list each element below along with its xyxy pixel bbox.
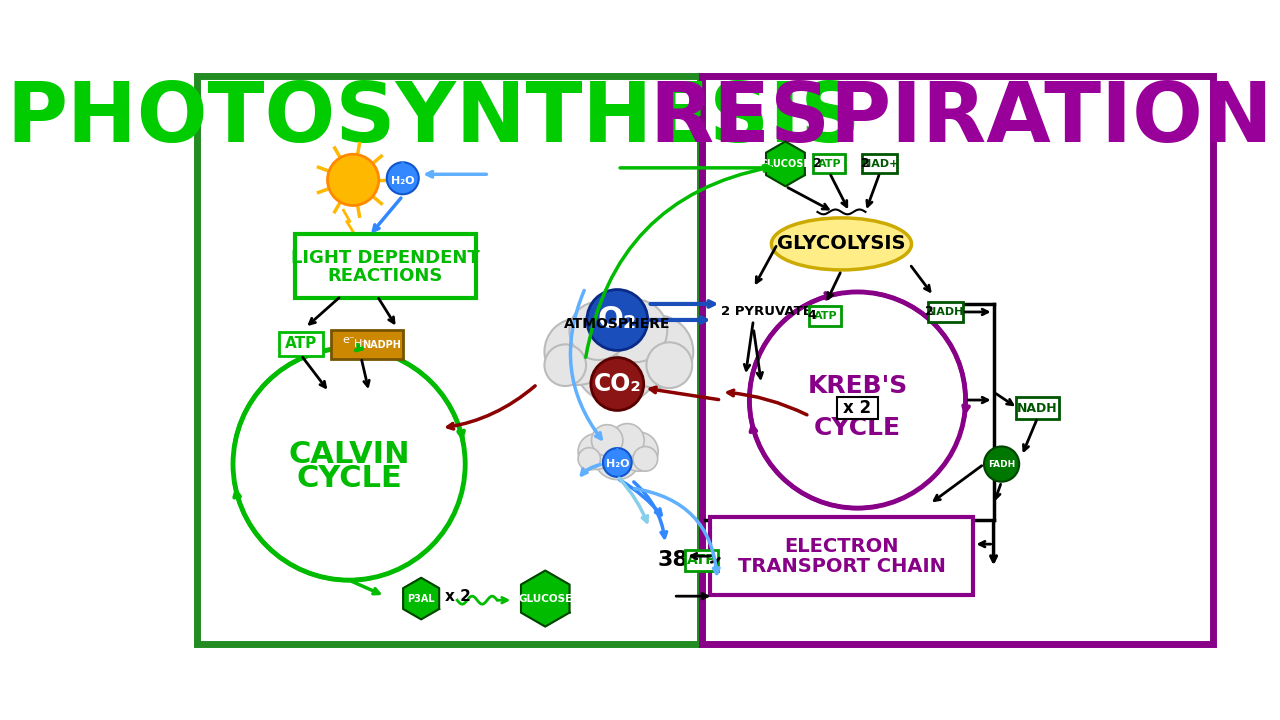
FancyBboxPatch shape — [685, 550, 718, 570]
Circle shape — [586, 289, 648, 351]
FancyBboxPatch shape — [928, 302, 963, 322]
FancyBboxPatch shape — [332, 330, 403, 359]
Circle shape — [591, 425, 623, 456]
Text: PHOTOSYNTHESIS: PHOTOSYNTHESIS — [6, 78, 860, 158]
Polygon shape — [765, 141, 805, 186]
Ellipse shape — [772, 218, 911, 270]
FancyBboxPatch shape — [813, 154, 846, 174]
Text: H⁺: H⁺ — [355, 339, 369, 349]
Circle shape — [646, 342, 692, 388]
Text: 38: 38 — [658, 550, 689, 570]
Text: CYCLE: CYCLE — [296, 464, 402, 493]
Text: NADH: NADH — [1018, 402, 1057, 415]
Text: FADH: FADH — [988, 459, 1015, 469]
FancyBboxPatch shape — [710, 517, 973, 595]
Circle shape — [620, 432, 658, 471]
Circle shape — [573, 316, 660, 404]
Text: NADPH: NADPH — [362, 340, 401, 350]
Circle shape — [579, 448, 600, 470]
Circle shape — [544, 318, 611, 385]
Text: H₂O: H₂O — [605, 459, 628, 469]
Circle shape — [611, 423, 644, 457]
Text: P3AL: P3AL — [407, 593, 435, 603]
Circle shape — [591, 358, 644, 410]
Text: GLUCOSE: GLUCOSE — [760, 159, 812, 169]
Text: 2: 2 — [925, 305, 934, 318]
Circle shape — [634, 446, 658, 471]
FancyBboxPatch shape — [863, 154, 897, 174]
Polygon shape — [521, 570, 570, 626]
Text: x 2: x 2 — [844, 399, 872, 417]
FancyBboxPatch shape — [294, 233, 476, 298]
Circle shape — [387, 162, 419, 194]
FancyBboxPatch shape — [279, 332, 323, 356]
FancyBboxPatch shape — [809, 307, 841, 325]
Polygon shape — [394, 161, 411, 179]
Circle shape — [603, 448, 632, 477]
Circle shape — [233, 348, 465, 580]
Text: GLYCOLYSIS: GLYCOLYSIS — [777, 235, 906, 253]
Text: GLUCOSE: GLUCOSE — [518, 593, 572, 603]
Circle shape — [749, 292, 965, 508]
Text: REACTIONS: REACTIONS — [328, 266, 443, 284]
Polygon shape — [403, 577, 439, 619]
Text: ATMOSPHERE: ATMOSPHERE — [564, 317, 671, 331]
Circle shape — [621, 315, 694, 388]
Bar — [703, 76, 1213, 644]
Text: 4: 4 — [808, 310, 817, 323]
FancyBboxPatch shape — [837, 397, 878, 419]
Circle shape — [544, 344, 586, 386]
Text: CO₂: CO₂ — [594, 372, 641, 396]
Polygon shape — [611, 448, 625, 462]
Text: H₂O: H₂O — [390, 176, 415, 186]
FancyBboxPatch shape — [1016, 397, 1060, 419]
Text: CYCLE: CYCLE — [814, 416, 901, 440]
Text: RESPIRATION: RESPIRATION — [650, 78, 1274, 158]
Circle shape — [984, 446, 1019, 482]
Text: 2 PYRUVATE: 2 PYRUVATE — [722, 305, 813, 318]
Circle shape — [579, 433, 614, 469]
Circle shape — [594, 433, 641, 480]
Text: TRANSPORT CHAIN: TRANSPORT CHAIN — [737, 557, 946, 576]
Text: 2: 2 — [813, 158, 822, 171]
Text: 2: 2 — [861, 158, 870, 171]
Text: CALVIN: CALVIN — [288, 440, 410, 469]
Text: e⁻: e⁻ — [343, 335, 356, 345]
Text: ELECTRON: ELECTRON — [785, 537, 899, 556]
Text: ATP: ATP — [686, 553, 716, 567]
Text: ATP: ATP — [285, 336, 317, 351]
Text: NADH: NADH — [927, 307, 964, 317]
Text: ATP: ATP — [814, 311, 837, 321]
Bar — [197, 76, 700, 644]
Circle shape — [570, 302, 627, 360]
Circle shape — [605, 300, 667, 362]
Circle shape — [328, 154, 379, 205]
Text: LIGHT DEPENDENT: LIGHT DEPENDENT — [291, 249, 480, 267]
Text: x 2: x 2 — [445, 590, 471, 605]
Text: NAD+: NAD+ — [861, 159, 899, 169]
Text: ATP: ATP — [818, 159, 841, 169]
Text: O₂: O₂ — [598, 305, 637, 335]
Text: KREB'S: KREB'S — [808, 374, 908, 397]
